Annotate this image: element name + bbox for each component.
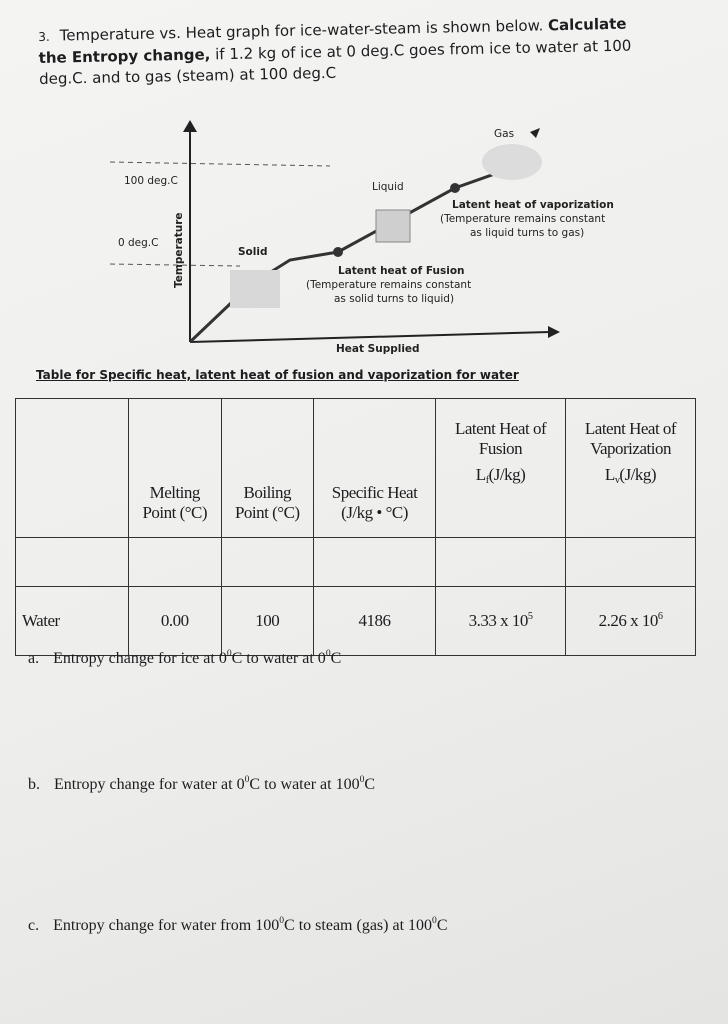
label: Liquid: [372, 181, 404, 193]
header-text: Latent Heat of: [454, 419, 547, 438]
data-cell: 2.26 x 106: [565, 586, 696, 656]
header-text: Fusion: [478, 439, 523, 458]
part-label: b.: [28, 776, 40, 793]
label: (Temperature remains constant: [440, 213, 605, 225]
part: a. Entropy change for ice at 00C to water…: [28, 648, 341, 668]
arrow: [183, 120, 197, 132]
unit: (J/kg): [619, 465, 657, 484]
point: [450, 183, 460, 193]
header-row: Melting Point (°C) Boiling Point (°C) Spec…: [15, 398, 696, 538]
cell-text: 2.26 x 10: [598, 611, 659, 630]
header-cell: Latent Heat of Fusion Lf(J/kg): [435, 398, 567, 538]
header-text: Boiling: [243, 483, 292, 502]
superscript: 0: [226, 648, 232, 659]
part-text: C to water at 0: [231, 650, 326, 667]
symbol: L: [604, 465, 615, 484]
label: Solid: [238, 246, 268, 258]
cell: [435, 537, 567, 587]
exponent: 5: [527, 611, 533, 622]
subscript: v: [614, 475, 620, 486]
cell: [565, 537, 696, 587]
label: as solid turns to liquid): [334, 293, 454, 305]
exponent: 6: [657, 611, 663, 622]
dashed-line: [109, 263, 241, 267]
part-text: C: [330, 650, 342, 667]
cell: [128, 537, 222, 587]
header-cell: Boiling Point (°C): [220, 398, 315, 538]
superscript: 0: [244, 774, 250, 785]
part-text: C: [364, 776, 376, 793]
beaker: [375, 209, 411, 243]
label: Gas: [494, 128, 514, 140]
diagram: Gas 100 deg.C Liquid Latent heat of vapo…: [109, 120, 614, 355]
unit: (J/kg): [488, 465, 526, 484]
label: Latent heat of Fusion: [338, 265, 465, 277]
part-text: Entropy change for ice at 0: [53, 650, 227, 667]
part-text: Entropy change for water from 100: [53, 917, 280, 934]
data-row: Water 0.00 100 4186 3.33 x 105 2.26 x 106: [15, 586, 696, 656]
superscript: 0: [359, 774, 365, 785]
part: c. Entropy change for water from 1000C to…: [28, 915, 447, 935]
data-cell: 3.33 x 105: [435, 586, 567, 656]
header-text: Latent Heat of: [584, 419, 677, 438]
data-cell: 100: [220, 586, 315, 656]
label: (Temperature remains constant: [306, 279, 471, 291]
row-name: Water: [15, 586, 129, 656]
part-text: C: [436, 917, 448, 934]
part-text: Entropy change for water at 0: [54, 776, 245, 793]
question: 3. Temperature vs. Heat graph for ice-wat…: [38, 13, 659, 90]
header-symbol: Lf(J/kg): [436, 465, 565, 486]
x-axis-line: [189, 331, 551, 343]
label: 0 deg.C: [118, 237, 158, 249]
header-text: Specific Heat: [331, 483, 418, 502]
part-text: C to steam (gas) at 100: [284, 917, 433, 934]
superscript: 0: [279, 915, 285, 926]
arrow: [548, 326, 560, 338]
header-text: (J/kg • °C): [341, 503, 408, 522]
empty-row: [15, 537, 696, 587]
cell-text: 4186: [358, 611, 392, 630]
gas-cloud: [482, 144, 542, 180]
cell-text: 0.00: [160, 611, 189, 630]
point: [333, 247, 343, 257]
label: 100 deg.C: [124, 175, 178, 187]
symbol: L: [475, 465, 486, 484]
part-text: C to water at 100: [249, 776, 360, 793]
cell-text: 3.33 x 10: [468, 611, 529, 630]
header-text: Point (°C): [142, 503, 208, 522]
table: Melting Point (°C) Boiling Point (°C) Spec…: [15, 398, 696, 656]
header-text: Point (°C): [234, 503, 300, 522]
header-symbol: Lv(J/kg): [566, 465, 695, 486]
cell: [313, 537, 437, 587]
label: as liquid turns to gas): [470, 227, 584, 239]
header-cell: Melting Point (°C): [128, 398, 222, 538]
label: Latent heat of vaporization: [452, 199, 614, 211]
part: b. Entropy change for water at 00C to wat…: [28, 774, 375, 794]
label: Temperature: [173, 212, 185, 288]
dashed-line: [109, 161, 331, 167]
data-cell: 0.00: [128, 586, 222, 656]
part-label: a.: [28, 650, 40, 667]
header-cell: Specific Heat (J/kg • °C): [313, 398, 437, 538]
header-text: Vaporization: [590, 439, 671, 458]
header-cell: Latent Heat of Vaporization Lv(J/kg): [565, 398, 696, 538]
header-text: Melting: [149, 483, 201, 502]
superscript: 0: [325, 648, 331, 659]
cell: [15, 537, 129, 587]
part-label: c.: [28, 917, 40, 934]
arrow: [530, 128, 540, 138]
question-number: 3.: [38, 29, 50, 44]
ice-cubes: [230, 270, 280, 308]
superscript: 0: [432, 915, 437, 926]
subscript: f: [485, 475, 489, 486]
cell: [15, 398, 129, 538]
table-caption: Table for Specific heat, latent heat of …: [36, 368, 519, 382]
label: Heat Supplied: [336, 343, 420, 355]
cell: [220, 537, 315, 587]
data-cell: 4186: [313, 586, 437, 656]
cell-text: 100: [255, 611, 280, 630]
